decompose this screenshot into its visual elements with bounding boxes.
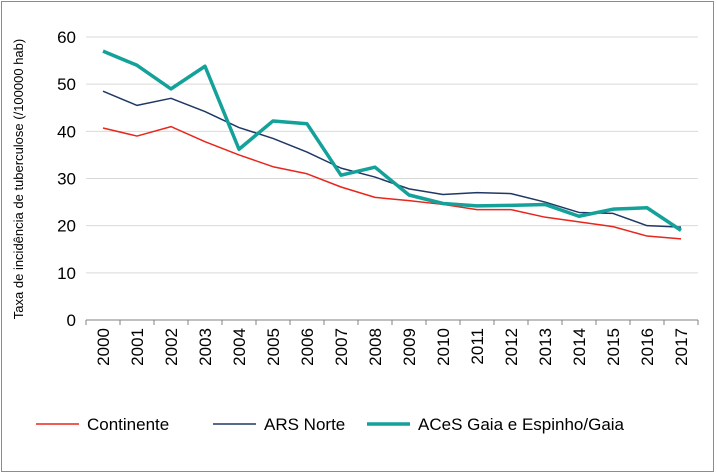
series-line-2: [102, 49, 682, 232]
x-tick-label: 2008: [366, 328, 385, 366]
x-tick-labels: 2000 2001 2002 2003 2004 2005 2006 2007 2008 2009…: [94, 328, 691, 366]
x-tick-label: 2014: [570, 328, 589, 366]
x-tick-label: 2016: [638, 328, 657, 366]
x-tick-label: 2003: [196, 328, 215, 366]
y-tick-label: 40: [57, 122, 76, 141]
series-lines: [102, 49, 682, 240]
axes: [85, 319, 699, 325]
legend-label: ACeS Gaia e Espinho/Gaia: [418, 415, 625, 434]
y-tick-label: 20: [57, 217, 76, 236]
x-tick-label: 2012: [502, 328, 521, 366]
y-tick-label: 50: [57, 75, 76, 94]
x-tick-label: 2015: [604, 328, 623, 366]
x-tick-label: 2017: [672, 328, 691, 366]
legend-label: ARS Norte: [264, 415, 345, 434]
x-tick-label: 2007: [332, 328, 351, 366]
x-tick-label: 2005: [264, 328, 283, 366]
legend: Continente ARS Norte ACeS Gaia e Espinho/G…: [36, 415, 625, 434]
x-tick-label: 2013: [536, 328, 555, 366]
x-tick-label: 2011: [468, 328, 487, 365]
y-axis-label: Taxa de incidência de tuberculose (/1000…: [11, 39, 26, 319]
series-line-1: [102, 90, 682, 228]
y-tick-label: 60: [57, 28, 76, 47]
x-tick-label: 2009: [400, 328, 419, 366]
y-tick-label: 30: [57, 170, 76, 189]
y-tick-labels: 0 10 20 30 40 50 60: [57, 28, 76, 330]
grid-lines: [86, 36, 698, 274]
x-tick-label: 2002: [162, 328, 181, 366]
legend-label: Continente: [87, 415, 169, 434]
x-tick-label: 2001: [128, 328, 147, 366]
series-line-0: [102, 125, 682, 240]
x-tick-label: 2004: [230, 328, 249, 366]
x-tick-label: 2006: [298, 328, 317, 366]
x-tick-label: 2000: [94, 328, 113, 366]
x-tick-label: 2010: [434, 328, 453, 366]
y-tick-label: 0: [67, 311, 76, 330]
y-tick-label: 10: [57, 264, 76, 283]
